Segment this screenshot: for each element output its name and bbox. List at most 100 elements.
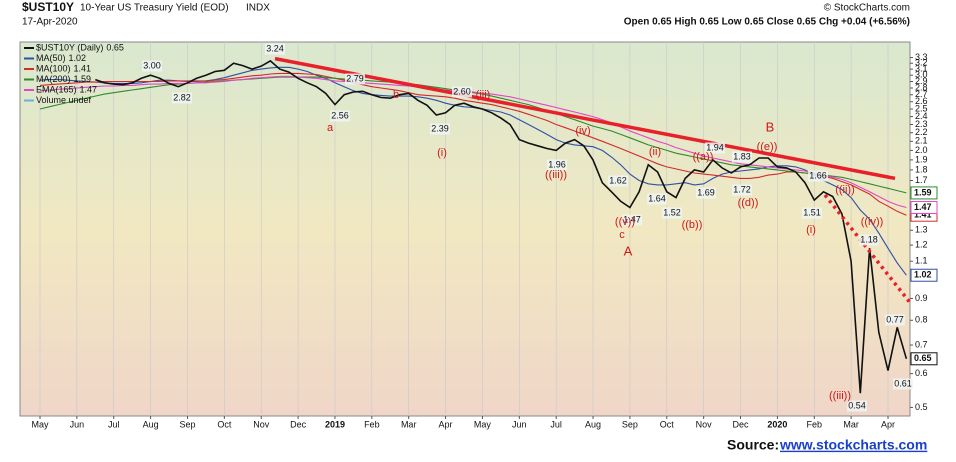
- last-value-box: [910, 186, 938, 200]
- wave-label: (iii): [476, 89, 491, 101]
- point-label: 1.96: [548, 159, 566, 169]
- last-value: 1.41: [914, 210, 932, 220]
- quote: Open 0.65 High 0.65 Low 0.65 Close 0.65 …: [624, 17, 910, 28]
- point-label: 1.94: [706, 142, 724, 152]
- y-tick-label: 3.1: [915, 64, 928, 74]
- x-tick-label: Sep: [622, 419, 638, 429]
- wave-label: ((iv)): [861, 216, 884, 228]
- point-label: 0.77: [886, 314, 904, 324]
- wave-label: c: [619, 229, 625, 241]
- series-line: [95, 59, 908, 394]
- point-label: 1.18: [860, 234, 878, 244]
- last-value-box: [910, 268, 938, 282]
- wave-label: ((iii)): [545, 169, 567, 181]
- last-value: 1.02: [914, 270, 932, 280]
- x-tick-label: May: [31, 419, 49, 429]
- lines: [39, 59, 908, 394]
- y-tick-label: 1.1: [915, 256, 928, 266]
- wave-label: ((b)): [682, 219, 703, 231]
- point-label: 3.24: [266, 43, 284, 53]
- series-line: [39, 72, 907, 216]
- last-value-box: [910, 352, 938, 366]
- y-tick-label: 1.7: [915, 175, 928, 185]
- wave-label: (i): [806, 224, 816, 236]
- point-label-bg: [265, 43, 285, 55]
- legend-value: 1.59: [74, 74, 92, 84]
- annotations: 3.24 3.00 2.82 2.79 2.56 2.60 2.39 1.96 1.62 1.47…: [142, 43, 913, 412]
- point-label-bg: [142, 60, 162, 72]
- legend-value: 1.02: [69, 53, 87, 63]
- point-label-bg: [847, 400, 867, 412]
- wave-label: ((v)): [615, 216, 635, 228]
- x-tick-label: Jul: [108, 419, 120, 429]
- point-label-bg: [859, 234, 879, 246]
- y-tick-label: 0.7: [915, 339, 928, 349]
- y-tick-label: 2.8: [915, 82, 928, 92]
- last-value: 1.59: [914, 187, 932, 197]
- x-tick-label: Feb: [807, 419, 823, 429]
- legend-label: $UST10Y (Daily): [36, 42, 103, 52]
- grid: [39, 42, 889, 416]
- y-tick-label: 1.2: [915, 239, 928, 249]
- trend-line-dotted: [823, 193, 912, 304]
- x-tick-label: Jun: [512, 419, 527, 429]
- x-tick-label: Nov: [253, 419, 270, 429]
- point-label-bg: [802, 207, 822, 219]
- wave-label: A: [624, 243, 633, 258]
- x-tick-label: May: [474, 419, 492, 429]
- source-label: Source:: [727, 437, 779, 453]
- point-label: 1.66: [809, 170, 827, 180]
- y-tick-label: 2.7: [915, 89, 928, 99]
- point-label-bg: [732, 151, 752, 163]
- point-label-bg: [547, 159, 567, 171]
- source-link[interactable]: www.stockcharts.com: [779, 437, 927, 453]
- x-tick-label: Sep: [179, 419, 195, 429]
- last-value: 0.65: [914, 353, 932, 363]
- x-tick-label: Nov: [696, 419, 713, 429]
- point-label-bg: [705, 142, 725, 154]
- point-label-bg: [345, 73, 365, 85]
- point-label-bg: [172, 92, 192, 104]
- y-tick-label: 2.9: [915, 76, 928, 86]
- point-label: 1.72: [733, 184, 751, 194]
- point-label-bg: [622, 214, 642, 226]
- y-tick-label: 0.6: [915, 368, 928, 378]
- y-tick-label: 2.2: [915, 127, 928, 137]
- x-tick-label: Aug: [585, 419, 601, 429]
- wave-label: ((iii)): [829, 390, 851, 402]
- x-tick-label: Dec: [290, 419, 307, 429]
- wave-label: b: [393, 89, 399, 101]
- trend-line: [274, 56, 896, 181]
- y-tick-label: 2.6: [915, 96, 928, 106]
- point-label: 2.82: [173, 92, 191, 102]
- legend-label: EMA(165): [36, 84, 77, 94]
- y-tick-label: 1.3: [915, 225, 928, 235]
- axes: 3.33.23.13.02.92.82.72.62.52.42.32.22.12…: [31, 52, 938, 429]
- y-tick-label: 1.9: [915, 154, 928, 164]
- last-value: 1.47: [914, 202, 932, 212]
- point-label: 2.79: [346, 73, 364, 83]
- point-label: 2.60: [453, 86, 471, 96]
- x-tick-label: Mar: [401, 419, 417, 429]
- y-tick-label: 2.0: [915, 145, 928, 155]
- point-label: 0.61: [894, 378, 912, 388]
- x-tick-label: Oct: [660, 419, 675, 429]
- point-label-bg: [430, 123, 450, 135]
- point-label-bg: [608, 175, 628, 187]
- y-tick-label: 2.5: [915, 103, 928, 113]
- legend-label: Volume undef: [36, 95, 92, 105]
- y-tick-label: 0.9: [915, 293, 928, 303]
- y-tick-label: 2.3: [915, 119, 928, 129]
- point-label: 2.39: [431, 123, 449, 133]
- x-tick-label: 2020: [767, 419, 787, 429]
- point-label: 1.47: [623, 214, 641, 224]
- point-label-bg: [885, 314, 905, 326]
- symbol: $UST10Y: [22, 0, 74, 14]
- y-tick-label: 2.4: [915, 111, 928, 121]
- y-tick-label: 3.2: [915, 58, 928, 68]
- x-tick-label: Oct: [217, 419, 232, 429]
- copyright: © StockCharts.com: [824, 3, 910, 14]
- x-tick-label: 2019: [325, 419, 345, 429]
- last-value-box: [910, 200, 938, 214]
- legend-value: 1.41: [74, 63, 92, 73]
